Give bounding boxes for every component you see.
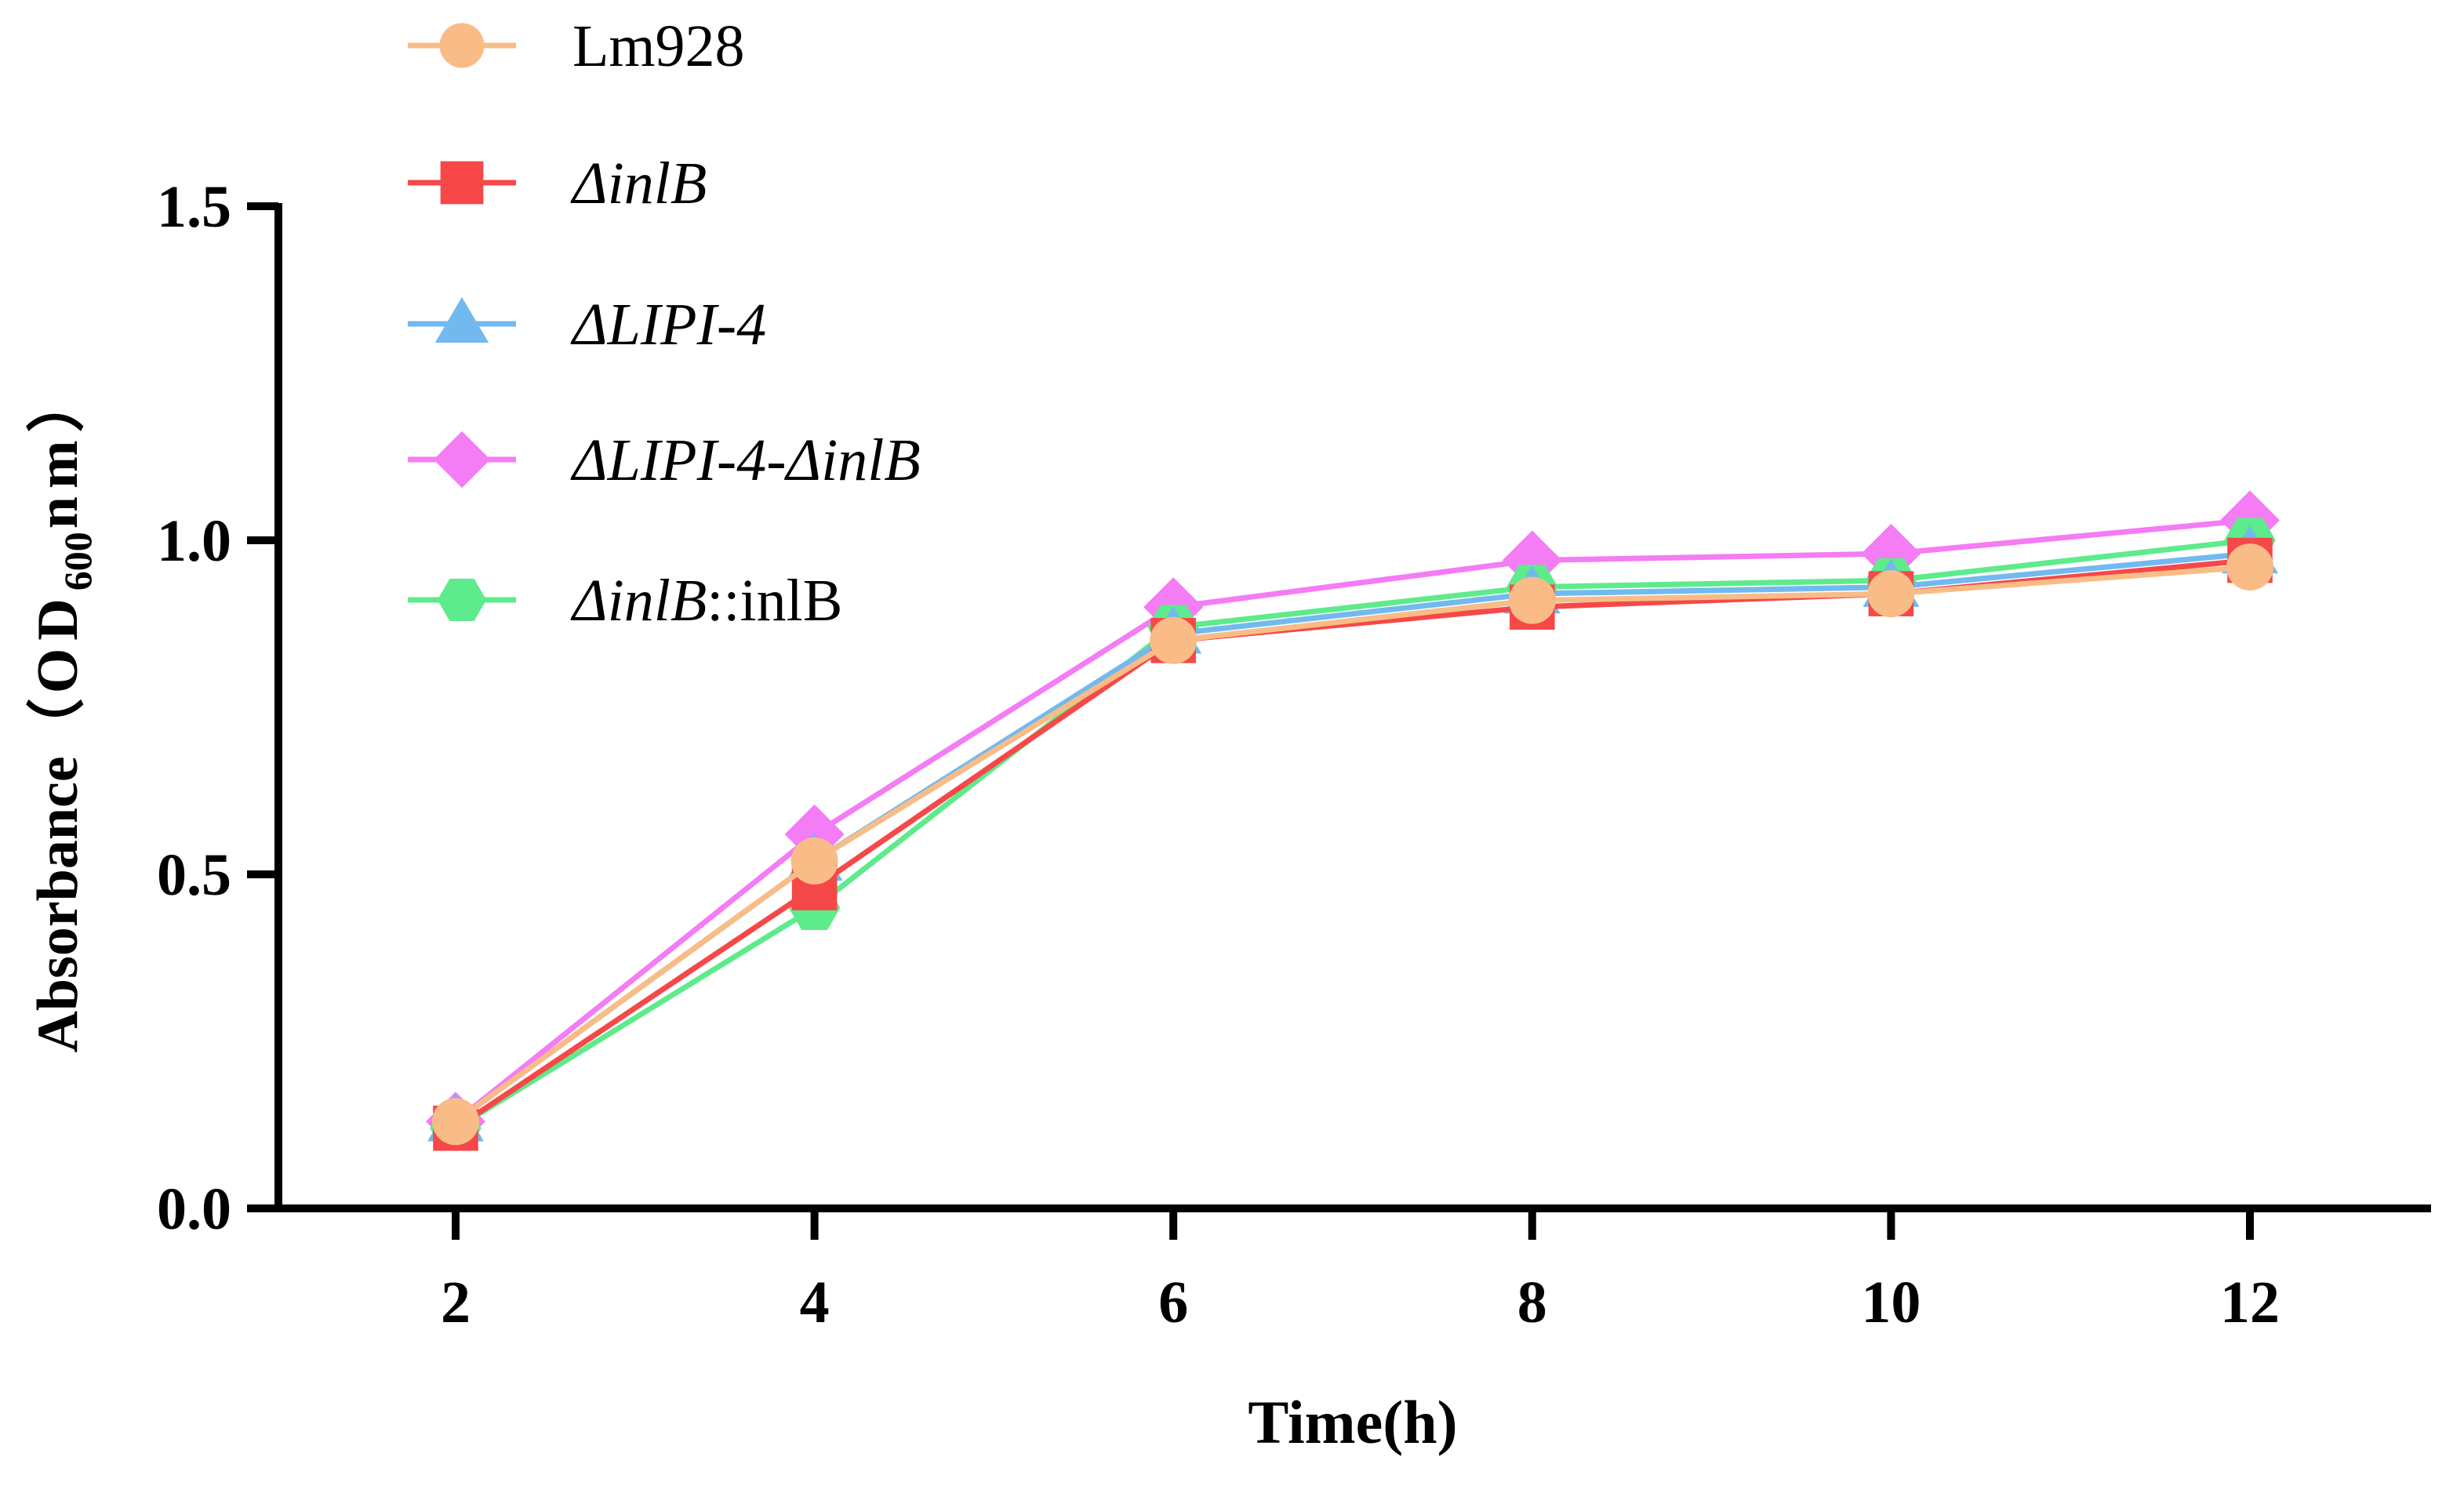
x-axis-title: Time(h) bbox=[1248, 1388, 1457, 1456]
legend-item: ΔinlB::inlB bbox=[408, 568, 842, 634]
y-tick-label: 1.0 bbox=[157, 508, 231, 574]
legend: Lm928ΔinlBΔLIPI-4ΔLIPI-4-ΔinlBΔinlB::inl… bbox=[408, 13, 921, 634]
legend-item: ΔLIPI-4 bbox=[408, 292, 766, 358]
y-axis-title-close-paren: ） bbox=[26, 374, 90, 432]
legend-marker bbox=[434, 296, 489, 343]
y-axis-title: Absorbance（OD600nm） bbox=[26, 374, 100, 1052]
legend-label: ΔLIPI-4-ΔinlB bbox=[570, 427, 921, 493]
data-point bbox=[790, 837, 838, 885]
x-tick-label: 8 bbox=[1517, 1270, 1547, 1335]
legend-marker bbox=[433, 431, 491, 489]
data-point bbox=[2226, 543, 2273, 591]
legend-label-part: Lm928 bbox=[572, 13, 745, 79]
x-tick-label: 6 bbox=[1158, 1270, 1188, 1335]
y-tick-label: 1.5 bbox=[157, 174, 231, 240]
y-tick-label: 0.5 bbox=[157, 842, 231, 908]
legend-item: ΔLIPI-4-ΔinlB bbox=[408, 427, 921, 493]
y-axis-title-od: OD bbox=[26, 590, 90, 693]
legend-label-part: ΔinlB bbox=[570, 151, 707, 216]
legend-label-part: ::inlB bbox=[707, 568, 842, 634]
legend-marker bbox=[440, 161, 484, 205]
x-tick-label: 4 bbox=[800, 1270, 830, 1335]
series-circle bbox=[432, 543, 2273, 1146]
x-tick-label: 12 bbox=[2220, 1270, 2280, 1335]
legend-label: ΔLIPI-4 bbox=[570, 292, 766, 358]
series-line bbox=[454, 537, 2251, 1131]
y-tick-label: 0.0 bbox=[157, 1176, 231, 1242]
data-point bbox=[1508, 576, 1556, 624]
y-axis-title-unit: nm bbox=[26, 432, 90, 529]
legend-marker bbox=[437, 579, 487, 621]
legend-item: ΔinlB bbox=[408, 151, 707, 216]
series-line bbox=[454, 558, 2251, 1131]
series-line bbox=[453, 517, 2251, 1124]
data-point bbox=[1867, 570, 1915, 618]
legend-label-part: ΔinlB bbox=[570, 568, 707, 634]
legend-label-part: ΔLIPI-4 bbox=[570, 292, 766, 358]
series-line bbox=[453, 564, 2251, 1124]
x-tick-label: 10 bbox=[1861, 1270, 1921, 1335]
x-tick-label: 2 bbox=[441, 1270, 471, 1335]
legend-label: Lm928 bbox=[572, 13, 745, 79]
legend-label: ΔinlB::inlB bbox=[570, 568, 842, 634]
legend-item: Lm928 bbox=[408, 13, 745, 79]
y-axis-title-open-paren: （ bbox=[26, 698, 90, 756]
legend-label: ΔinlB bbox=[570, 151, 707, 216]
series-line bbox=[453, 550, 2251, 1124]
series-layer bbox=[426, 490, 2280, 1152]
y-axis-title-prefix: Absorbance bbox=[26, 756, 90, 1052]
data-point bbox=[1150, 616, 1197, 664]
legend-marker bbox=[439, 23, 485, 68]
y-axis-title-subscript: 600 bbox=[56, 532, 100, 590]
axes: 0.0 0.5 1.0 1.5 2 4 6 8 10 12 bbox=[157, 174, 2431, 1335]
legend-label-part: ΔLIPI-4-ΔinlB bbox=[570, 427, 921, 493]
data-point bbox=[432, 1098, 479, 1146]
